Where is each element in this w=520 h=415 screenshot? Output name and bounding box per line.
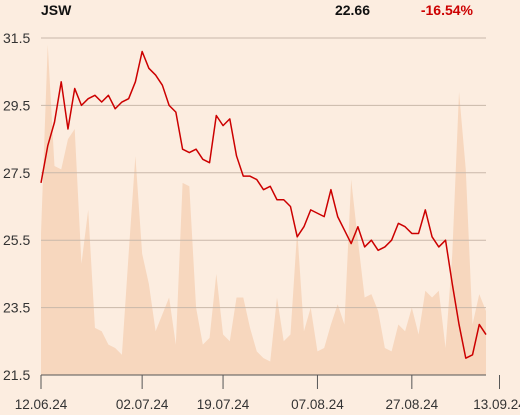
y-tick-label: 25.5 <box>3 232 30 248</box>
x-tick-label: 13.09.24 <box>473 397 520 412</box>
y-tick-label: 23.5 <box>3 300 30 316</box>
x-tick-label: 02.07.24 <box>116 397 169 412</box>
y-tick-label: 31.5 <box>3 30 30 46</box>
y-tick-label: 27.5 <box>3 165 30 181</box>
price-change: -16.54% <box>420 2 473 18</box>
price-line <box>40 50 487 359</box>
y-tick-label: 21.5 <box>3 367 30 383</box>
x-tick-label: 19.07.24 <box>197 397 250 412</box>
volume-area <box>41 44 486 376</box>
y-tick-label: 29.5 <box>3 97 30 113</box>
x-tick-label: 12.06.24 <box>15 397 68 412</box>
current-price: 22.66 <box>334 2 370 18</box>
x-tick-label: 07.08.24 <box>291 397 344 412</box>
ticker-symbol: JSW <box>41 2 72 18</box>
x-tick-label: 27.08.24 <box>386 397 439 412</box>
